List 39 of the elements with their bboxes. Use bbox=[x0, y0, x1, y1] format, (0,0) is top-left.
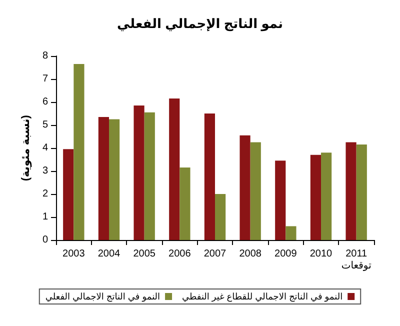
y-tick-label: 1 bbox=[42, 212, 48, 222]
y-tick-label: 7 bbox=[42, 74, 48, 84]
y-tick-label: 8 bbox=[42, 50, 48, 62]
x-tick-label: 2009 bbox=[274, 248, 298, 260]
x-tick-label: 2008 bbox=[239, 248, 262, 260]
bar bbox=[98, 116, 109, 240]
bar bbox=[275, 160, 286, 240]
x-tick-label: 2004 bbox=[98, 248, 121, 260]
bar bbox=[240, 135, 250, 240]
x-tick-label: 2005 bbox=[133, 248, 156, 260]
bar bbox=[310, 154, 321, 240]
legend-label: النمو في الناتج الاجمالي للقطاع غير النفطي bbox=[182, 292, 343, 302]
y-tick-label: 3 bbox=[42, 166, 48, 176]
y-axis-title: (نسبة مئوية) bbox=[20, 114, 32, 181]
y-tick-label: 6 bbox=[42, 96, 48, 108]
bar bbox=[180, 168, 190, 240]
x-tick-label: 2006 bbox=[168, 248, 192, 260]
bar bbox=[346, 142, 356, 240]
bar bbox=[356, 144, 367, 240]
bar bbox=[215, 194, 226, 240]
y-tick-label: 0 bbox=[42, 234, 48, 246]
bar bbox=[109, 119, 120, 240]
bar bbox=[134, 105, 144, 240]
bar bbox=[144, 112, 155, 240]
x-tick-label: 2007 bbox=[204, 248, 227, 260]
chart-title: نمو الناتج الإجمالي الفعلي bbox=[117, 16, 283, 32]
y-tick-label: 4 bbox=[42, 142, 48, 154]
x-tick-label: 2003 bbox=[62, 248, 86, 260]
x-tick-label: 2010 bbox=[310, 248, 333, 260]
y-tick-label: 5 bbox=[42, 120, 48, 130]
bar bbox=[169, 98, 180, 240]
legend-label: النمو في الناتج الاجمالي الفعلي bbox=[45, 292, 160, 302]
bar bbox=[286, 226, 296, 240]
bar bbox=[204, 114, 215, 240]
bar bbox=[321, 152, 332, 240]
bar bbox=[250, 142, 261, 240]
y-tick-label: 2 bbox=[42, 188, 48, 200]
bar bbox=[63, 149, 74, 240]
bar bbox=[74, 64, 84, 240]
